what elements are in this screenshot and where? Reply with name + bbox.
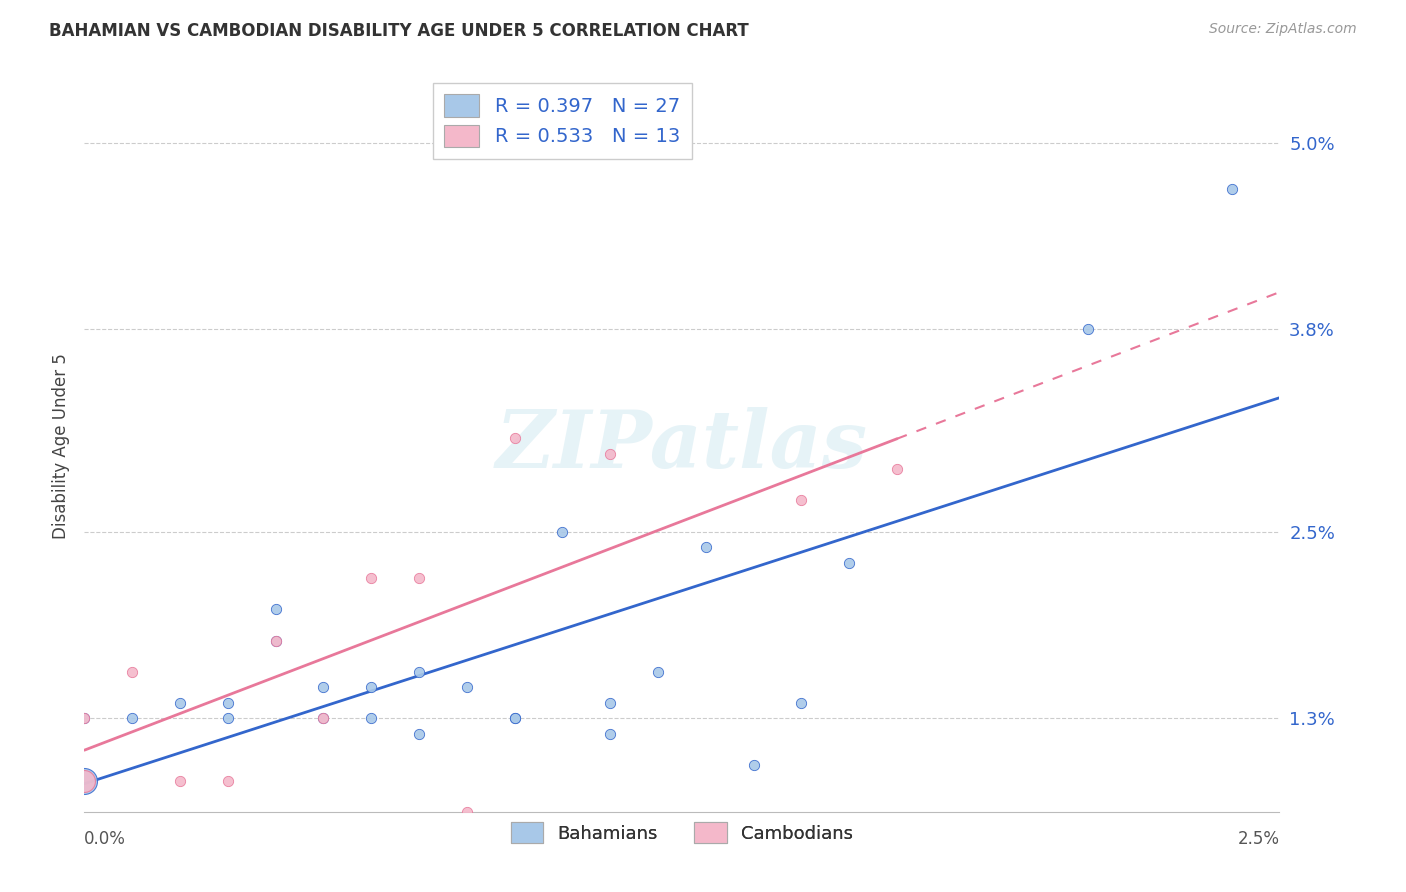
- Point: [551, 524, 574, 539]
- Text: Source: ZipAtlas.com: Source: ZipAtlas.com: [1209, 22, 1357, 37]
- Point: [312, 711, 335, 725]
- Y-axis label: Disability Age Under 5: Disability Age Under 5: [52, 353, 70, 539]
- Point: [408, 727, 430, 741]
- Point: [408, 665, 430, 679]
- Text: ZIPatlas: ZIPatlas: [496, 408, 868, 484]
- Point: [360, 571, 382, 585]
- Point: [73, 773, 96, 788]
- Point: [503, 431, 526, 445]
- Point: [360, 711, 382, 725]
- Point: [169, 696, 191, 710]
- Point: [217, 773, 239, 788]
- Point: [838, 556, 860, 570]
- Point: [73, 773, 96, 788]
- Point: [312, 711, 335, 725]
- Point: [456, 680, 478, 694]
- Point: [695, 540, 717, 554]
- Point: [73, 711, 96, 725]
- Point: [742, 758, 765, 772]
- Point: [599, 447, 621, 461]
- Point: [264, 602, 287, 616]
- Point: [790, 696, 813, 710]
- Point: [790, 493, 813, 508]
- Point: [217, 711, 239, 725]
- Point: [312, 680, 335, 694]
- Point: [121, 665, 143, 679]
- Text: BAHAMIAN VS CAMBODIAN DISABILITY AGE UNDER 5 CORRELATION CHART: BAHAMIAN VS CAMBODIAN DISABILITY AGE UND…: [49, 22, 749, 40]
- Point: [264, 633, 287, 648]
- Point: [886, 462, 908, 476]
- Legend: Bahamians, Cambodians: Bahamians, Cambodians: [501, 812, 863, 854]
- Point: [503, 711, 526, 725]
- Point: [599, 696, 621, 710]
- Point: [360, 680, 382, 694]
- Text: 2.5%: 2.5%: [1237, 830, 1279, 848]
- Point: [503, 711, 526, 725]
- Point: [73, 711, 96, 725]
- Text: 0.0%: 0.0%: [84, 830, 127, 848]
- Point: [217, 696, 239, 710]
- Point: [647, 665, 669, 679]
- Point: [1077, 322, 1099, 336]
- Point: [264, 633, 287, 648]
- Point: [169, 773, 191, 788]
- Point: [456, 805, 478, 819]
- Point: [408, 571, 430, 585]
- Point: [1220, 182, 1243, 196]
- Point: [599, 727, 621, 741]
- Point: [121, 711, 143, 725]
